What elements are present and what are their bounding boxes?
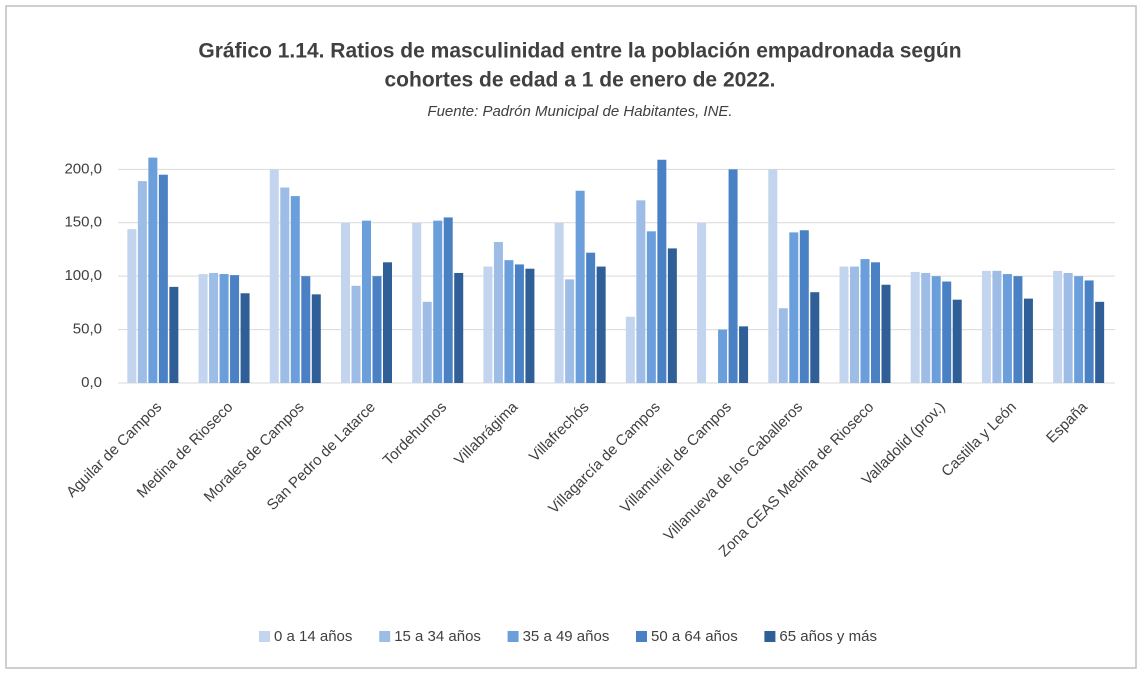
bar — [1095, 301, 1105, 383]
bar — [992, 270, 1002, 383]
bar — [269, 169, 279, 383]
bar — [778, 308, 788, 383]
bar — [137, 181, 147, 383]
bar — [169, 286, 179, 383]
bar — [341, 222, 350, 383]
bar — [799, 230, 809, 383]
legend-label: 15 a 34 años — [394, 628, 481, 645]
bar — [443, 217, 453, 383]
chart-title: Gráfico 1.14. Ratios de masculinidad ent… — [198, 40, 961, 63]
bar — [810, 292, 820, 383]
bar — [514, 264, 524, 383]
bar — [942, 281, 952, 383]
chart-title: cohortes de edad a 1 de enero de 2022. — [385, 69, 776, 92]
bar — [739, 326, 749, 383]
bar — [148, 157, 158, 383]
bar — [198, 274, 208, 383]
legend-swatch — [636, 631, 647, 642]
bar — [1063, 272, 1073, 383]
bar — [280, 187, 290, 383]
bar — [565, 279, 575, 383]
bar — [454, 272, 464, 383]
bar — [351, 285, 361, 383]
bar — [525, 268, 535, 383]
bar — [850, 266, 859, 383]
legend-label: 50 a 64 años — [651, 628, 738, 645]
bar — [240, 293, 250, 383]
bar — [860, 259, 870, 383]
bar — [839, 266, 849, 383]
legend-label: 35 a 49 años — [523, 628, 610, 645]
bar — [575, 190, 585, 383]
bar — [372, 276, 382, 383]
bar — [311, 294, 321, 383]
legend-swatch — [259, 631, 270, 642]
y-tick-label: 200,0 — [64, 160, 102, 177]
bar — [1013, 276, 1023, 383]
bar — [127, 229, 137, 383]
bar — [219, 274, 229, 383]
bar — [301, 276, 311, 383]
bar — [504, 260, 514, 383]
bar — [158, 174, 168, 383]
bar — [667, 248, 677, 383]
y-tick-label: 50,0 — [73, 321, 102, 338]
bar — [1023, 298, 1033, 383]
legend-swatch — [379, 631, 391, 642]
bar — [1002, 274, 1012, 383]
y-tick-label: 150,0 — [64, 214, 102, 231]
bar — [433, 220, 443, 383]
bar — [1053, 270, 1063, 383]
bar — [636, 200, 646, 383]
bar — [290, 196, 300, 383]
bar — [921, 272, 931, 383]
bar — [728, 169, 738, 383]
legend-swatch — [507, 631, 519, 642]
bar — [209, 272, 219, 383]
bar — [596, 266, 606, 383]
bar — [657, 159, 667, 383]
bar — [871, 262, 880, 383]
bar — [881, 284, 891, 383]
bar — [931, 276, 941, 383]
bar — [493, 242, 503, 383]
bar — [646, 231, 656, 383]
bar — [952, 299, 962, 383]
bar — [1074, 276, 1084, 383]
bar — [412, 222, 422, 383]
y-tick-label: 100,0 — [64, 267, 102, 284]
bar — [554, 222, 564, 383]
bar — [789, 232, 799, 383]
bar — [362, 220, 371, 383]
legend-label: 65 años y más — [779, 628, 877, 645]
bar — [483, 266, 493, 383]
bar — [383, 262, 392, 383]
bar — [230, 275, 240, 383]
legend-swatch — [764, 631, 776, 642]
bar — [422, 301, 432, 383]
chart-subtitle: Fuente: Padrón Municipal de Habitantes, … — [427, 103, 732, 120]
legend-label: 0 a 14 años — [274, 628, 352, 645]
bar — [718, 329, 728, 383]
bar — [910, 271, 920, 383]
bar — [1084, 280, 1094, 383]
bar — [981, 270, 991, 383]
bar — [586, 252, 596, 383]
bar — [625, 316, 635, 383]
bar — [768, 169, 778, 383]
y-tick-label: 0,0 — [81, 374, 102, 391]
bar — [697, 222, 707, 383]
